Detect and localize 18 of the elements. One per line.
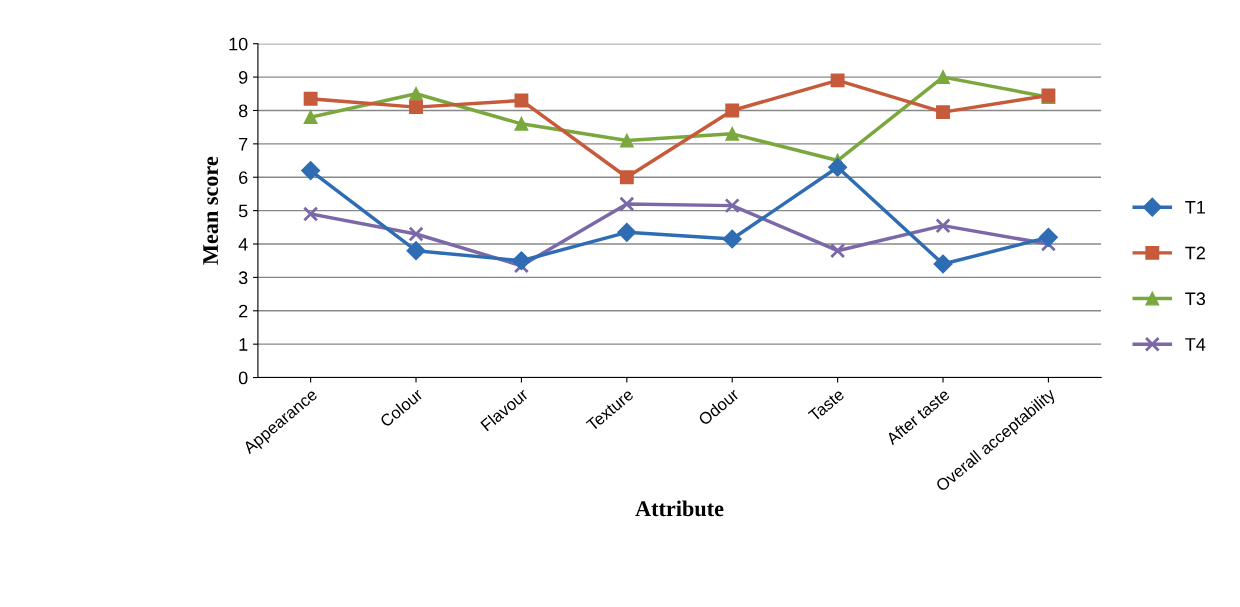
y-tick-label: 3 <box>238 271 248 285</box>
y-tick-label: 9 <box>239 71 248 84</box>
y-tick-label: 5 <box>238 204 248 218</box>
legend-label: T4 <box>1185 338 1206 351</box>
legend-label: T3 <box>1185 292 1206 306</box>
y-tick-label: 6 <box>239 171 248 184</box>
legend-label: T1 <box>1185 201 1205 214</box>
y-tick-label: 2 <box>239 304 248 318</box>
y-tick-label: 1 <box>239 338 248 351</box>
x-tick-label: Taste <box>807 388 845 423</box>
y-tick-label: 0 <box>238 371 248 385</box>
y-tick-label: 8 <box>238 104 248 118</box>
y-tick-label: 7 <box>239 137 248 151</box>
y-tick-label: 4 <box>238 238 248 251</box>
y-axis-title: Mean score <box>203 156 219 265</box>
y-tick-label: 10 <box>229 37 248 51</box>
legend-label: T2 <box>1185 246 1205 260</box>
x-axis-title: Attribute <box>635 500 724 517</box>
